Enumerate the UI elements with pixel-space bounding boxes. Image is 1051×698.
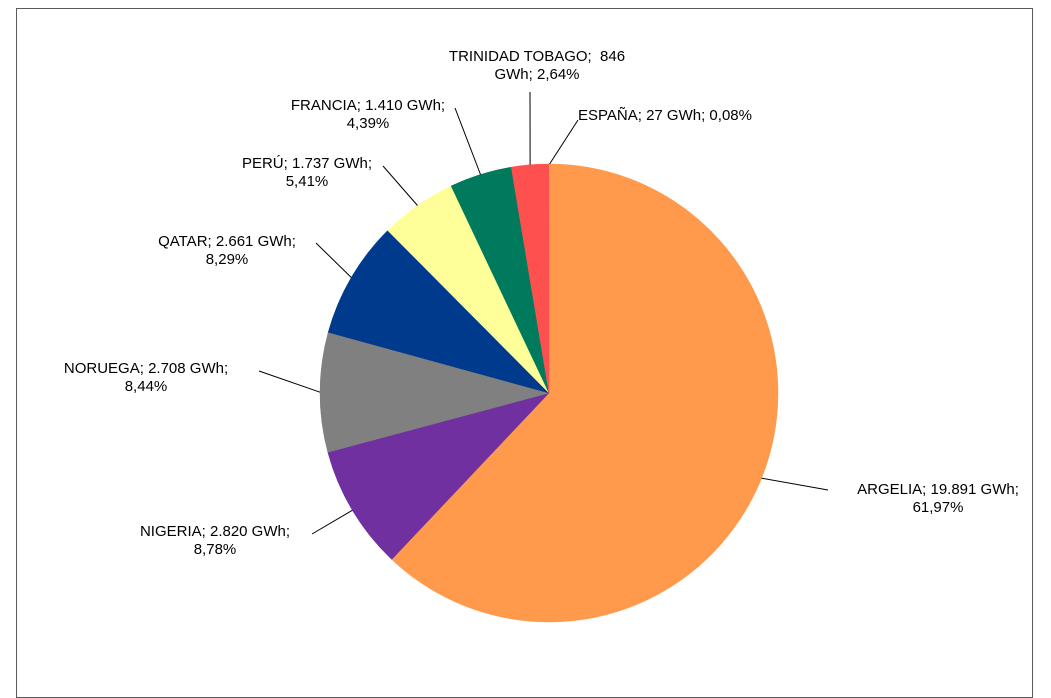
leader-line <box>762 478 828 490</box>
data-label-line: 8,78% <box>194 541 237 558</box>
data-label: PERÚ; 1.737 GWh;5,41% <box>242 155 372 190</box>
data-label: NIGERIA; 2.820 GWh;8,78% <box>140 523 290 558</box>
leader-line <box>312 510 352 534</box>
data-label: ESPAÑA; 27 GWh; 0,08% <box>578 107 752 124</box>
leader-line <box>316 243 351 278</box>
data-label-line: 4,39% <box>347 115 390 132</box>
data-label-line: ESPAÑA; 27 GWh; 0,08% <box>578 107 752 124</box>
data-label: NORUEGA; 2.708 GWh;8,44% <box>64 360 228 395</box>
data-label-line: 61,97% <box>913 499 964 516</box>
data-label-line: NORUEGA; 2.708 GWh; <box>64 360 228 377</box>
data-label-line: GWh; 2,64% <box>494 66 579 83</box>
leader-line <box>550 120 578 164</box>
data-label-line: PERÚ; 1.737 GWh; <box>242 155 372 172</box>
data-label: FRANCIA; 1.410 GWh;4,39% <box>291 97 445 132</box>
data-label: ARGELIA; 19.891 GWh;61,97% <box>857 481 1019 516</box>
data-label-line: 8,29% <box>206 251 249 268</box>
data-label-line: TRINIDAD TOBAGO; 846 <box>449 48 625 65</box>
data-label-line: QATAR; 2.661 GWh; <box>158 233 296 250</box>
pie-slices <box>320 164 778 622</box>
data-label: QATAR; 2.661 GWh;8,29% <box>158 233 296 268</box>
leader-line <box>455 108 481 175</box>
data-label-line: 5,41% <box>286 173 329 190</box>
data-label-line: NIGERIA; 2.820 GWh; <box>140 523 290 540</box>
leader-line <box>383 166 418 206</box>
data-label-line: ARGELIA; 19.891 GWh; <box>857 481 1019 498</box>
data-label-line: 8,44% <box>125 378 168 395</box>
data-label-line: FRANCIA; 1.410 GWh; <box>291 97 445 114</box>
leader-line <box>259 371 320 392</box>
